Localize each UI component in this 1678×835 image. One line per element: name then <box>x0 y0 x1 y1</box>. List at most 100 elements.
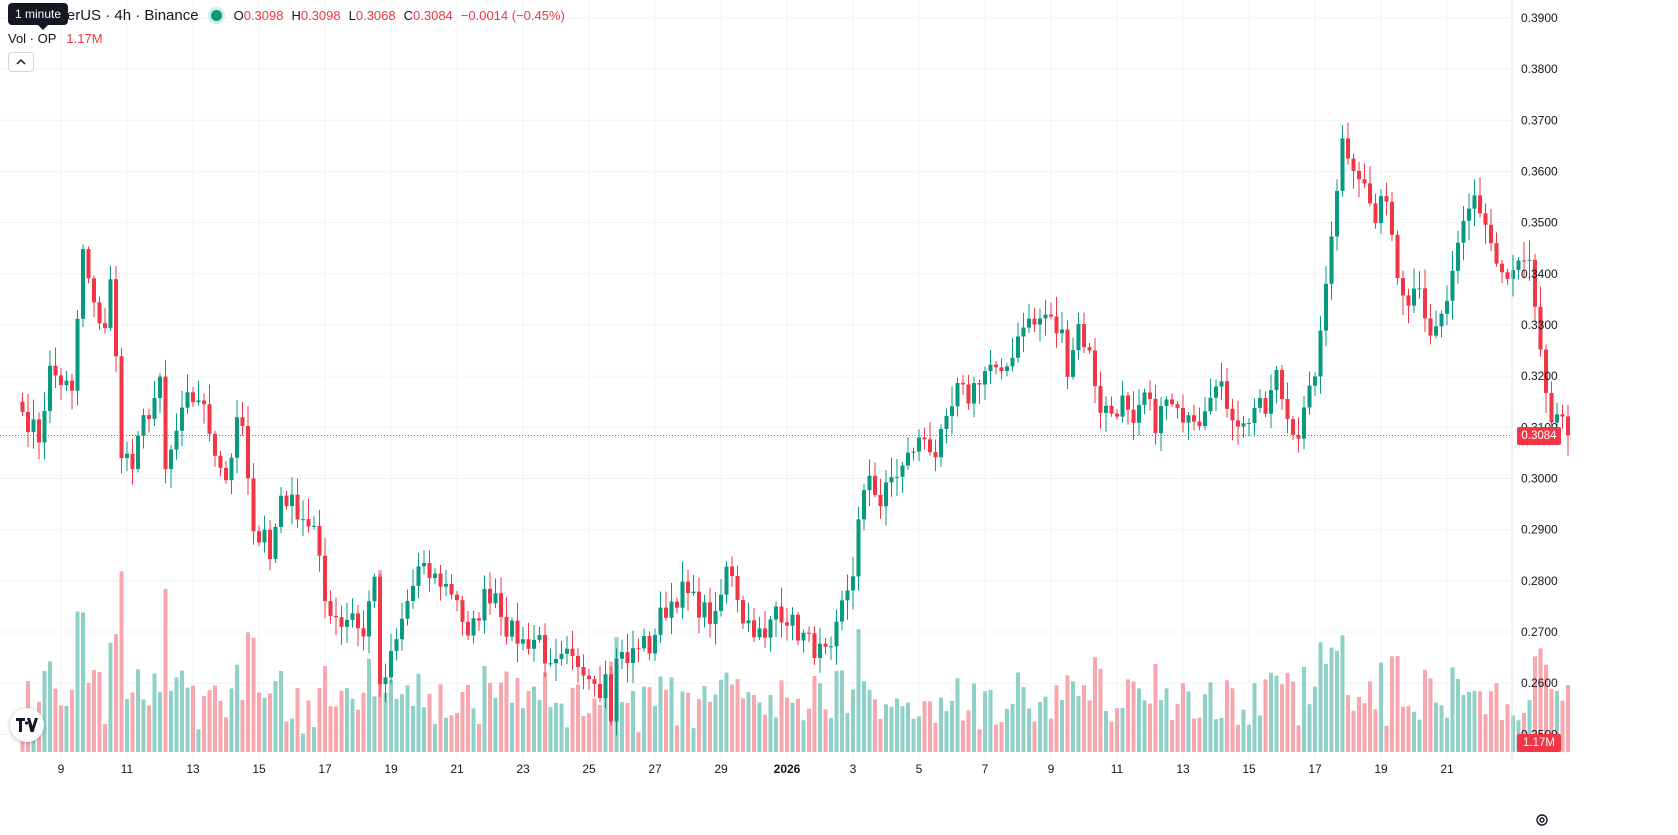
symbol-title[interactable]: etherUS · 4h · Binance <box>46 7 199 24</box>
time-tick-label: 17 <box>1308 762 1322 776</box>
candle-body <box>411 585 415 601</box>
volume-bar <box>284 721 289 752</box>
candle-body <box>251 478 256 532</box>
candle-body <box>383 677 388 685</box>
volume-bar <box>889 706 894 752</box>
candle-body <box>647 636 652 654</box>
volume-bar <box>592 698 597 752</box>
price-axis[interactable]: 0.3900 0.3800 0.3700 0.3600 0.3500 0.3400 0.33… <box>1521 11 1558 741</box>
volume-bar <box>125 699 129 752</box>
volume-bar <box>1373 709 1378 752</box>
volume-bar <box>504 671 509 752</box>
volume-bar <box>1230 688 1235 752</box>
candle-body <box>372 576 377 602</box>
candle-body <box>477 618 481 621</box>
candle-body <box>686 581 690 594</box>
time-tick-label: 27 <box>648 762 662 776</box>
volume-bar <box>1197 717 1202 752</box>
volume-label-tag: 1.17M <box>1517 734 1561 752</box>
candle-body <box>1197 421 1202 427</box>
candle-body <box>42 410 47 443</box>
candle-body <box>356 613 360 629</box>
volume-bar <box>1120 707 1125 752</box>
volume-bars <box>20 570 1570 752</box>
volume-legend: Vol · OP 1.17M <box>8 31 103 46</box>
chevron-up-icon <box>16 58 26 65</box>
candle-body <box>609 674 613 722</box>
candle-body <box>521 639 525 644</box>
volume-label[interactable]: Vol · OP <box>8 31 57 46</box>
volume-bar <box>1071 681 1075 752</box>
volume-bar <box>537 699 542 752</box>
volume-bar <box>1417 719 1422 752</box>
volume-bar <box>1395 656 1400 752</box>
collapse-legend-button[interactable] <box>8 52 34 72</box>
volume-bar <box>235 664 239 752</box>
candle-body <box>1472 195 1477 209</box>
last-price-label: 0.3084 <box>1517 426 1561 445</box>
volume-bar <box>213 685 217 752</box>
volume-bar <box>774 717 778 752</box>
candle-body <box>125 453 129 459</box>
volume-bar <box>1076 696 1081 752</box>
candle-body <box>70 380 74 391</box>
volume-bar <box>752 694 756 752</box>
candle-body <box>1450 270 1455 301</box>
volume-bar <box>1219 717 1224 752</box>
volume-bar <box>554 702 558 752</box>
candle-body <box>526 639 531 649</box>
volume-bar <box>1384 725 1389 752</box>
candle-body <box>614 658 619 722</box>
candle-body <box>1076 324 1081 351</box>
volume-bar <box>1467 692 1471 752</box>
candle-body <box>1005 366 1009 372</box>
candle-body <box>1071 350 1075 377</box>
candle-body <box>1241 423 1246 427</box>
volume-bar <box>1054 685 1059 752</box>
volume-bar <box>1302 666 1306 752</box>
volume-bar <box>510 702 514 752</box>
candle-body <box>1478 195 1482 214</box>
candle-body <box>658 607 663 635</box>
volume-bar <box>356 709 360 752</box>
volume-bar <box>1483 714 1488 752</box>
volume-bar <box>543 672 547 752</box>
volume-bar <box>1494 683 1499 752</box>
volume-bar <box>1390 656 1394 752</box>
volume-bar <box>1148 703 1152 752</box>
candle-body <box>1505 272 1510 279</box>
market-status-icon[interactable] <box>210 10 222 21</box>
volume-bar <box>108 642 113 752</box>
volume-bar <box>1368 681 1372 752</box>
candle-body <box>1159 405 1163 434</box>
candle-body <box>1214 386 1218 398</box>
candle-body <box>554 659 558 664</box>
volume-bar <box>840 670 844 752</box>
candle-body <box>1357 170 1361 180</box>
candle-body <box>1428 318 1433 336</box>
volume-bar <box>180 670 184 752</box>
candle-body <box>895 476 899 478</box>
tradingview-logo-icon[interactable] <box>10 708 44 742</box>
gear-icon[interactable] <box>1534 812 1550 828</box>
volume-bar <box>114 634 118 752</box>
time-axis[interactable]: 9 11 13 15 17 19 21 23 25 27 29 2026 3 5 7 9 11 13 15 17 19 2… <box>58 762 1454 776</box>
candle-body <box>130 453 135 470</box>
candle-body <box>741 600 745 624</box>
volume-bar <box>1566 685 1570 752</box>
volume-bar <box>493 697 498 752</box>
candle-body <box>818 643 822 659</box>
volume-bar <box>185 687 190 752</box>
volume-bar <box>647 687 652 752</box>
candle-body <box>889 477 894 483</box>
candle-body <box>807 632 811 634</box>
candle-body <box>1252 407 1257 424</box>
volume-bar <box>851 689 855 752</box>
candle-body <box>1560 414 1565 417</box>
candle-body <box>1049 314 1053 317</box>
volume-bar <box>823 709 828 752</box>
volume-bar <box>499 682 503 752</box>
candle-body <box>966 384 971 404</box>
time-tick-label: 21 <box>1440 762 1454 776</box>
